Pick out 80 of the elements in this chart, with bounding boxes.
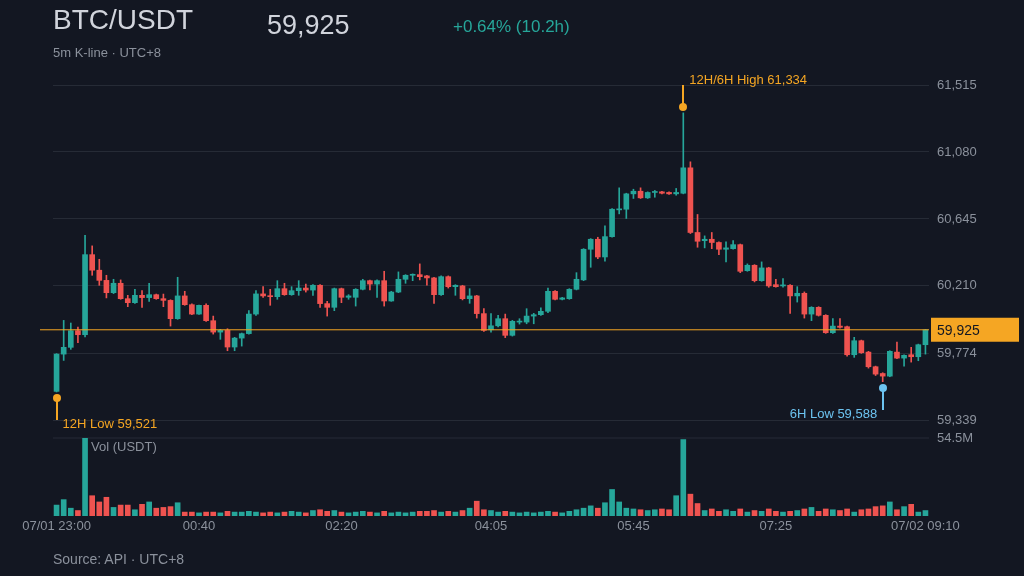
bar [701, 510, 708, 516]
bar [794, 510, 801, 516]
bar [82, 438, 88, 516]
bar [559, 512, 566, 516]
bar [174, 502, 181, 516]
bar [331, 510, 338, 516]
candlestick [295, 280, 302, 296]
candlestick [908, 347, 915, 363]
annotation: 12H/6H High 61,334 [689, 71, 808, 87]
bar [75, 510, 81, 516]
bar [459, 510, 466, 516]
x-tick-label: 02:20 [325, 517, 358, 533]
bar [915, 511, 922, 516]
bar [167, 506, 174, 516]
bar [438, 511, 444, 516]
y-tick-label: 59,339 [937, 411, 977, 427]
x-tick-label: 07:25 [759, 517, 793, 533]
ref-line-label: 59,925 [937, 321, 981, 338]
y-tick-label: 61,080 [937, 143, 977, 159]
bar [502, 510, 509, 516]
x-tick-label: 04:05 [474, 517, 508, 533]
candlestick [794, 286, 801, 303]
bar [139, 503, 145, 516]
bar [573, 509, 580, 516]
x-tick-label: 07/01 23:00 [22, 517, 91, 533]
bar [196, 512, 202, 516]
bar [367, 511, 373, 516]
bar [908, 503, 915, 516]
bar [894, 509, 900, 516]
bar [808, 507, 815, 516]
text: +0.64% (10.2h) [453, 17, 570, 37]
bar [830, 509, 836, 516]
bar [295, 511, 302, 516]
bar [146, 501, 152, 516]
bar [587, 505, 594, 516]
x-tick-label: 00:40 [182, 517, 216, 533]
y-axis-title: Vol (USDT) [91, 439, 157, 455]
bar [374, 512, 380, 516]
bar [751, 510, 758, 516]
y-tick-label: 61,515 [937, 76, 977, 92]
bar [787, 510, 793, 516]
y-tick-label: 60,210 [937, 277, 977, 293]
bar [737, 508, 744, 516]
bar [381, 510, 387, 516]
bar [780, 511, 786, 516]
candlestick [146, 282, 152, 302]
bar [872, 506, 879, 516]
chart-title: BTC/USDT [53, 4, 193, 36]
bar [822, 508, 829, 516]
bar [153, 507, 160, 516]
bar [595, 507, 601, 516]
bar [110, 507, 117, 516]
bar [445, 510, 452, 516]
source-note: Source: API · UTC+8 [53, 551, 185, 567]
text: 54.5M [937, 429, 974, 445]
bar [124, 504, 131, 516]
annotation: 12H Low 59,521 [62, 415, 158, 431]
y-tick-label: 59,774 [937, 344, 977, 360]
x-tick-label: 05:45 [617, 517, 650, 533]
bar [901, 506, 907, 516]
bar [887, 501, 893, 516]
bar [388, 512, 395, 516]
text: 59,925 [267, 10, 350, 41]
chart-subtitle: 5m K-line · UTC+8 [53, 45, 161, 60]
bar [132, 509, 138, 516]
candlestick [374, 279, 380, 298]
bar [922, 510, 929, 516]
candlestick [901, 354, 907, 367]
x-tick-label: 07/02 09:10 [891, 517, 960, 533]
annotation: 6H Low 59,588 [789, 405, 878, 421]
bar [310, 510, 316, 516]
bar [160, 507, 167, 516]
bar [303, 512, 309, 516]
bar [879, 505, 886, 516]
candlestick [139, 290, 145, 308]
bar [637, 509, 644, 516]
bar [851, 511, 858, 516]
y-tick-label: 60,645 [937, 210, 977, 226]
bar [552, 511, 558, 516]
bar [858, 509, 865, 516]
